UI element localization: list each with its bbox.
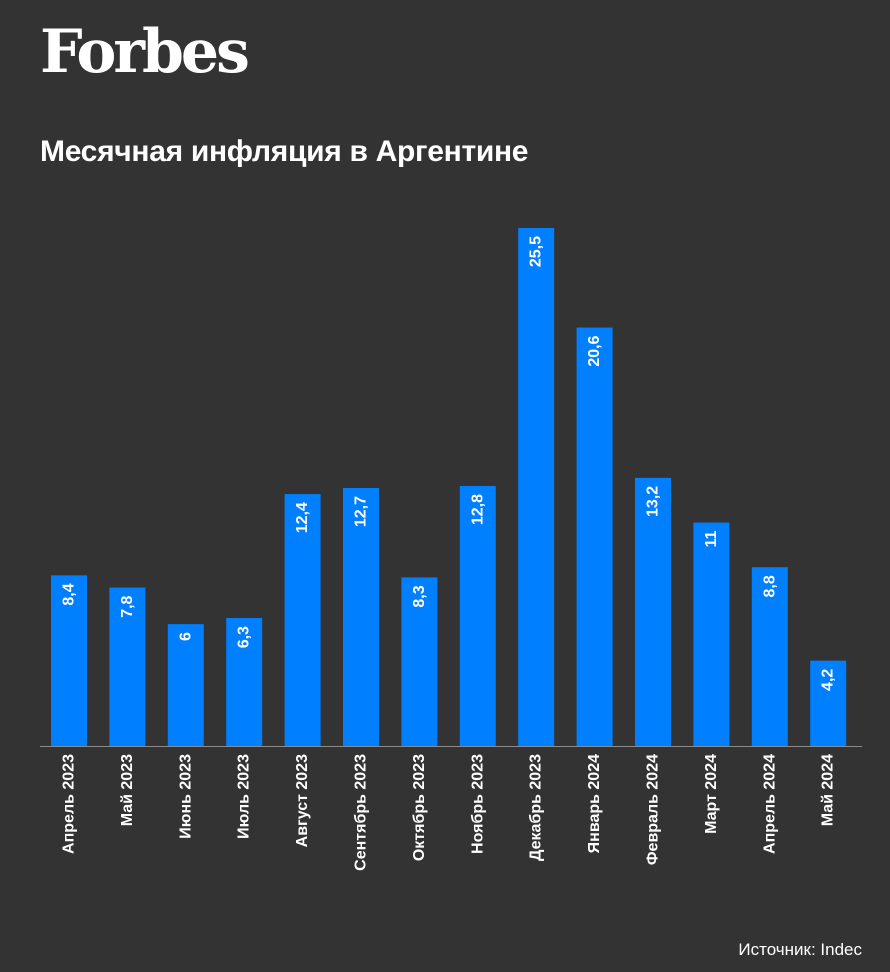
data-label-14: 4,2: [820, 669, 837, 691]
bar-5: [284, 494, 321, 746]
category-label-10: Январь 2024: [586, 754, 603, 853]
bar-9: [518, 228, 555, 746]
bar-14: [810, 660, 847, 746]
data-label-1: 8,4: [61, 583, 78, 605]
data-label-11: 13,2: [645, 486, 662, 517]
bar-3: [167, 624, 204, 746]
bar-1: [51, 575, 87, 746]
category-label-5: Август 2023: [294, 754, 311, 847]
bar-6: [343, 488, 379, 746]
data-label-9: 25,5: [528, 236, 545, 267]
category-label-2: Май 2023: [119, 754, 136, 826]
data-label-4: 6,3: [236, 626, 253, 648]
bar-12: [693, 522, 730, 746]
bar-11: [635, 477, 671, 746]
bar-8: [459, 485, 496, 746]
data-label-12: 11: [703, 530, 720, 547]
data-label-13: 8,8: [761, 575, 778, 597]
data-label-7: 8,3: [411, 585, 428, 607]
chart-title: Месячная инфляция в Аргентине: [40, 135, 529, 168]
category-label-12: Март 2024: [703, 754, 720, 834]
bar-4: [226, 618, 263, 746]
category-label-6: Сентябрь 2023: [353, 754, 370, 871]
data-label-6: 12,7: [353, 496, 370, 527]
category-label-11: Февраль 2024: [645, 754, 662, 865]
data-label-3: 6: [177, 632, 194, 641]
category-label-13: Апрель 2024: [761, 754, 778, 854]
source-note: Источник: Indec: [738, 940, 862, 959]
bar-10: [576, 327, 613, 746]
data-label-5: 12,4: [294, 502, 311, 533]
bar-7: [401, 577, 438, 746]
category-label-1: Апрель 2023: [61, 754, 78, 854]
bar-13: [751, 567, 788, 746]
category-label-3: Июнь 2023: [177, 754, 194, 839]
data-label-2: 7,8: [119, 595, 136, 617]
category-label-8: Ноябрь 2023: [469, 754, 486, 854]
data-label-10: 20,6: [586, 335, 603, 366]
category-label-14: Май 2024: [820, 754, 837, 826]
data-label-8: 12,8: [469, 494, 486, 525]
category-label-4: Июль 2023: [236, 754, 253, 839]
category-label-9: Декабрь 2023: [528, 754, 545, 861]
bar-2: [109, 587, 146, 746]
forbes-logo: Forbes: [40, 17, 250, 87]
category-label-7: Октябрь 2023: [411, 754, 428, 861]
